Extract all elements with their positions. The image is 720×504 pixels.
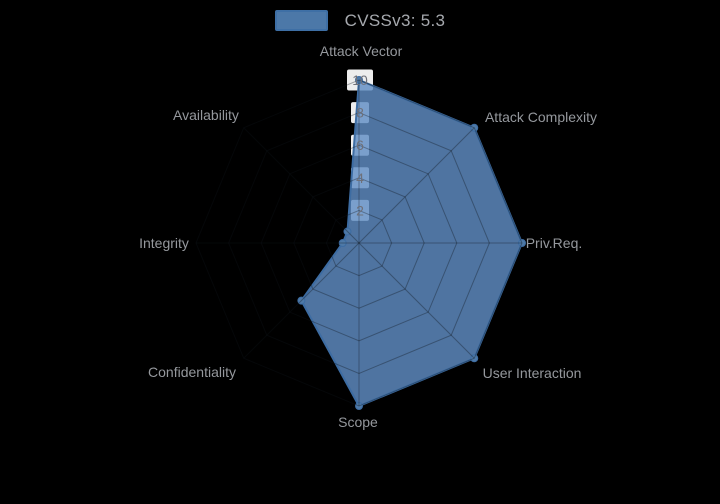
- radial-tick-label: 2: [356, 202, 364, 218]
- radial-tick-label: 6: [356, 137, 364, 153]
- radar-web-ring: [195, 79, 523, 407]
- axis-name-label: Integrity: [139, 235, 189, 251]
- legend-label[interactable]: CVSSv3: 5.3: [344, 10, 446, 30]
- radar-axis-spoke: [243, 127, 360, 244]
- axis-name-label: Confidentiality: [148, 364, 236, 380]
- radar-vertex-symbol[interactable]: [518, 239, 526, 247]
- radial-tick-label: 4: [356, 170, 364, 186]
- radar-vertex-symbol[interactable]: [470, 123, 479, 132]
- axis-name-label: Priv.Req.: [526, 235, 583, 251]
- legend-marker-swatch[interactable]: [274, 10, 328, 31]
- radar-axis-spoke: [358, 127, 475, 244]
- axis-name-label: User Interaction: [483, 365, 582, 381]
- radar-web-ring: [325, 209, 393, 277]
- axis-name-label: Attack Complexity: [485, 109, 597, 125]
- radar-vertex-symbol[interactable]: [355, 76, 363, 84]
- radar-vertex-symbol[interactable]: [338, 239, 347, 247]
- radar-axis-spoke: [358, 242, 475, 359]
- radar-vertex-symbol[interactable]: [470, 354, 479, 363]
- radar-axis-spoke: [243, 242, 360, 359]
- radar-web-ring: [228, 112, 490, 374]
- legend-item[interactable]: CVSSv3: 5.3: [0, 10, 720, 31]
- radar-vertex-symbol[interactable]: [355, 402, 363, 410]
- radar-web-ring: [293, 177, 425, 309]
- radar-vertex-symbol[interactable]: [343, 227, 352, 236]
- axis-name-label: Availability: [173, 107, 239, 123]
- radial-tick-label: 10: [352, 72, 368, 88]
- radar-vertex-symbol[interactable]: [297, 296, 306, 305]
- radial-tick-label: 8: [356, 105, 364, 121]
- axis-name-label: Attack Vector: [320, 43, 403, 59]
- radar-web-ring: [260, 144, 458, 342]
- axis-name-label: Scope: [338, 414, 378, 430]
